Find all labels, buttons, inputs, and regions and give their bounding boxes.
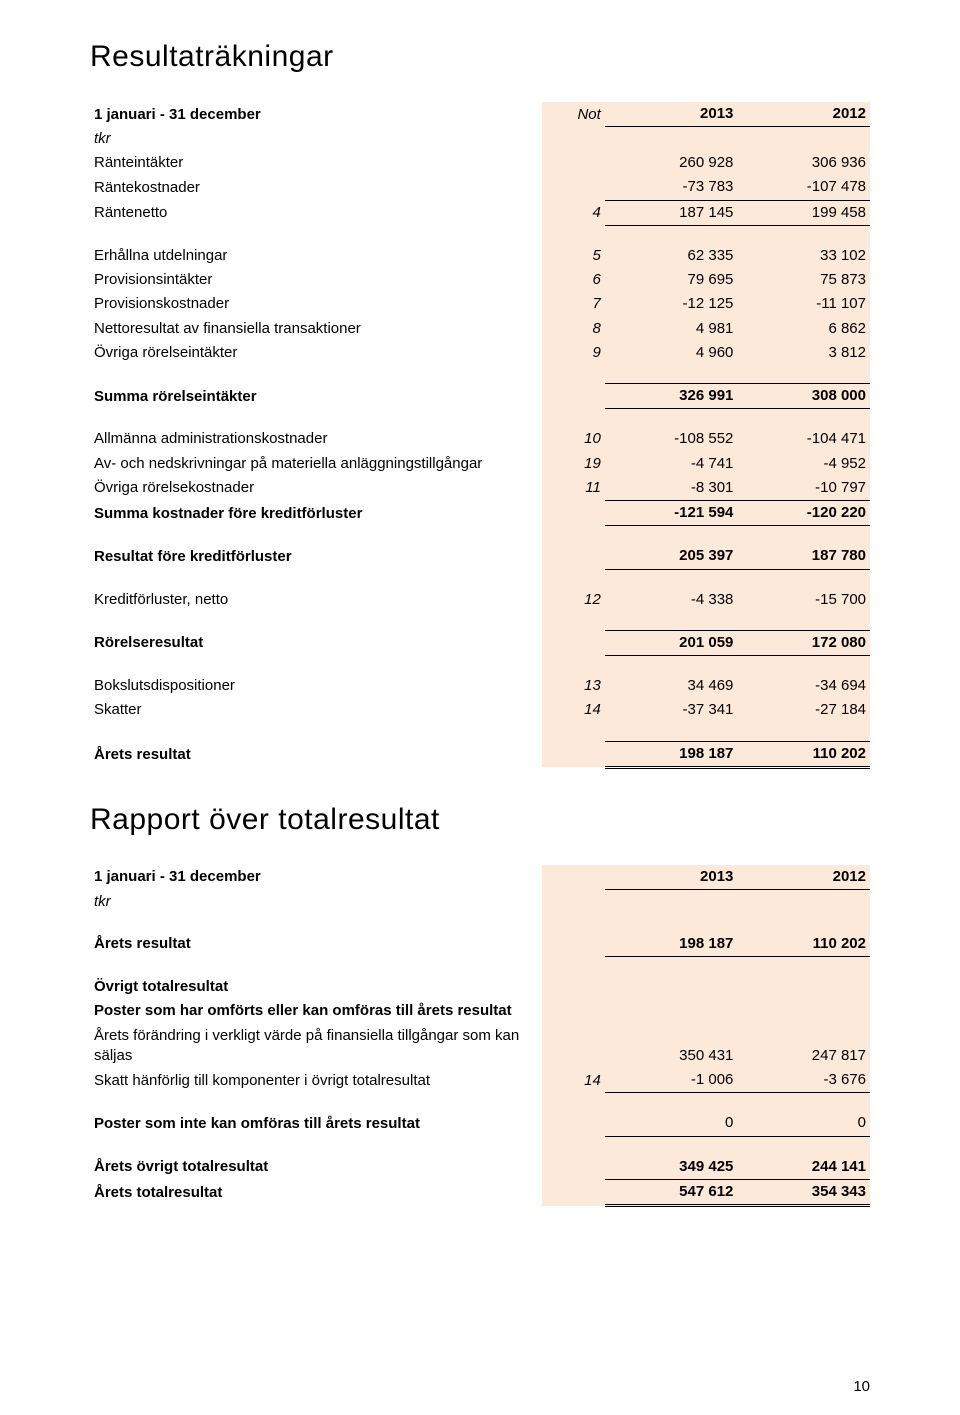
row-rantenetto: Räntenetto 4 187 145 199 458 <box>90 200 870 225</box>
row-posterinte: Poster som inte kan omföras till årets r… <box>90 1111 870 1136</box>
row-nettofin: Nettoresultat av finansiella transaktion… <box>90 317 870 341</box>
row-boksluts: Bokslutsdispositioner 13 34 469 -34 694 <box>90 674 870 698</box>
income-statement-table: 1 januari - 31 december Not 2013 2012 tk… <box>90 102 870 769</box>
row-summaror: Summa rörelseintäkter 326 991 308 000 <box>90 384 870 409</box>
spacer-row <box>90 569 870 588</box>
row-aretstotal: Årets totalresultat 547 612 354 343 <box>90 1179 870 1205</box>
row-erhallna: Erhållna utdelningar 5 62 335 33 102 <box>90 244 870 268</box>
row-skattkomp: Skatt hänförlig till komponenter i övrig… <box>90 1068 870 1093</box>
oci-header-row: 1 januari - 31 december 2013 2012 <box>90 865 870 890</box>
row-skatter: Skatter 14 -37 341 -27 184 <box>90 698 870 722</box>
row-posteromf: Poster som har omförts eller kan omföras… <box>90 999 870 1023</box>
col-not: Not <box>542 102 604 127</box>
row-tkr-2: tkr <box>90 890 870 914</box>
row-oci-arets: Årets resultat 198 187 110 202 <box>90 932 870 957</box>
spacer-row <box>90 225 870 244</box>
row-resfore: Resultat före kreditförluster 205 397 18… <box>90 544 870 569</box>
row-ovrigt-hdr: Övrigt totalresultat <box>90 975 870 999</box>
row-rorelseres: Rörelseresultat 201 059 172 080 <box>90 630 870 655</box>
page-number: 10 <box>853 1378 870 1395</box>
table-header-row: 1 januari - 31 december Not 2013 2012 <box>90 102 870 127</box>
heading-resultatrakningar: Resultaträkningar <box>90 40 870 74</box>
row-arets-resultat: Årets resultat 198 187 110 202 <box>90 741 870 767</box>
col-year-2013: 2013 <box>605 102 738 127</box>
spacer-row <box>90 656 870 675</box>
heading-rapport: Rapport över totalresultat <box>90 803 870 837</box>
spacer-row <box>90 957 870 976</box>
tkr-label: tkr <box>90 127 542 151</box>
row-nedskr: Av- och nedskrivningar på materiella anl… <box>90 452 870 476</box>
row-rantekostnader: Räntekostnader -73 783 -107 478 <box>90 175 870 200</box>
row-tkr: tkr <box>90 127 870 151</box>
row-ovrigror: Övriga rörelseintäkter 9 4 960 3 812 <box>90 341 870 365</box>
spacer-row <box>90 409 870 428</box>
oci-table: 1 januari - 31 december 2013 2012 tkr År… <box>90 865 870 1207</box>
spacer-row <box>90 612 870 631</box>
col-year-2012: 2012 <box>737 102 870 127</box>
period-label-2: 1 januari - 31 december <box>90 865 542 890</box>
period-label: 1 januari - 31 december <box>90 102 542 127</box>
row-provkost: Provisionskostnader 7 -12 125 -11 107 <box>90 292 870 316</box>
row-aretsovrigt: Årets övrigt totalresultat 349 425 244 1… <box>90 1155 870 1180</box>
spacer-row <box>90 365 870 384</box>
row-admin: Allmänna administrationskostnader 10 -10… <box>90 427 870 451</box>
row-summakost: Summa kostnader före kreditförluster -12… <box>90 501 870 526</box>
spacer-row <box>90 914 870 932</box>
row-kreditforl: Kreditförluster, netto 12 -4 338 -15 700 <box>90 588 870 612</box>
spacer-row <box>90 526 870 545</box>
row-ovrigkost: Övriga rörelsekostnader 11 -8 301 -10 79… <box>90 476 870 501</box>
spacer-row <box>90 1136 870 1155</box>
row-provint: Provisionsintäkter 6 79 695 75 873 <box>90 268 870 292</box>
spacer-row <box>90 723 870 742</box>
row-ranteintakter: Ränteintäkter 260 928 306 936 <box>90 151 870 175</box>
row-forvarde: Årets förändring i verkligt värde på fin… <box>90 1024 870 1069</box>
spacer-row <box>90 1093 870 1112</box>
